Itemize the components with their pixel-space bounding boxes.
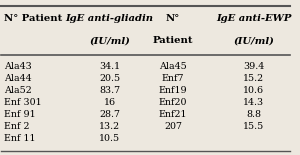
Text: Enf 91: Enf 91	[4, 110, 36, 119]
Text: IgE anti-gliadin: IgE anti-gliadin	[66, 14, 154, 23]
Text: Patient: Patient	[153, 36, 194, 45]
Text: N°: N°	[166, 14, 180, 23]
Text: Enf19: Enf19	[159, 86, 188, 95]
Text: Enf 2: Enf 2	[4, 122, 30, 131]
Text: Enf21: Enf21	[159, 110, 188, 119]
Text: 28.7: 28.7	[99, 110, 120, 119]
Text: 15.2: 15.2	[243, 74, 265, 83]
Text: 16: 16	[103, 98, 116, 107]
Text: (IU/ml): (IU/ml)	[89, 36, 130, 45]
Text: 207: 207	[164, 122, 182, 131]
Text: 10.5: 10.5	[99, 134, 120, 143]
Text: Ala44: Ala44	[4, 74, 32, 83]
Text: (IU/ml): (IU/ml)	[233, 36, 274, 45]
Text: Ala52: Ala52	[4, 86, 32, 95]
Text: IgE anti-EWP: IgE anti-EWP	[216, 14, 292, 23]
Text: Enf20: Enf20	[159, 98, 188, 107]
Text: 10.6: 10.6	[243, 86, 265, 95]
Text: Enf 301: Enf 301	[4, 98, 42, 107]
Text: 14.3: 14.3	[243, 98, 265, 107]
Text: 20.5: 20.5	[99, 74, 120, 83]
Text: 83.7: 83.7	[99, 86, 120, 95]
Text: Enf 11: Enf 11	[4, 134, 36, 143]
Text: 34.1: 34.1	[99, 62, 120, 71]
Text: 8.8: 8.8	[246, 110, 261, 119]
Text: 39.4: 39.4	[243, 62, 265, 71]
Text: Ala43: Ala43	[4, 62, 32, 71]
Text: Ala45: Ala45	[159, 62, 187, 71]
Text: Enf7: Enf7	[162, 74, 184, 83]
Text: 13.2: 13.2	[99, 122, 120, 131]
Text: 15.5: 15.5	[243, 122, 265, 131]
Text: N° Patient: N° Patient	[4, 14, 62, 23]
